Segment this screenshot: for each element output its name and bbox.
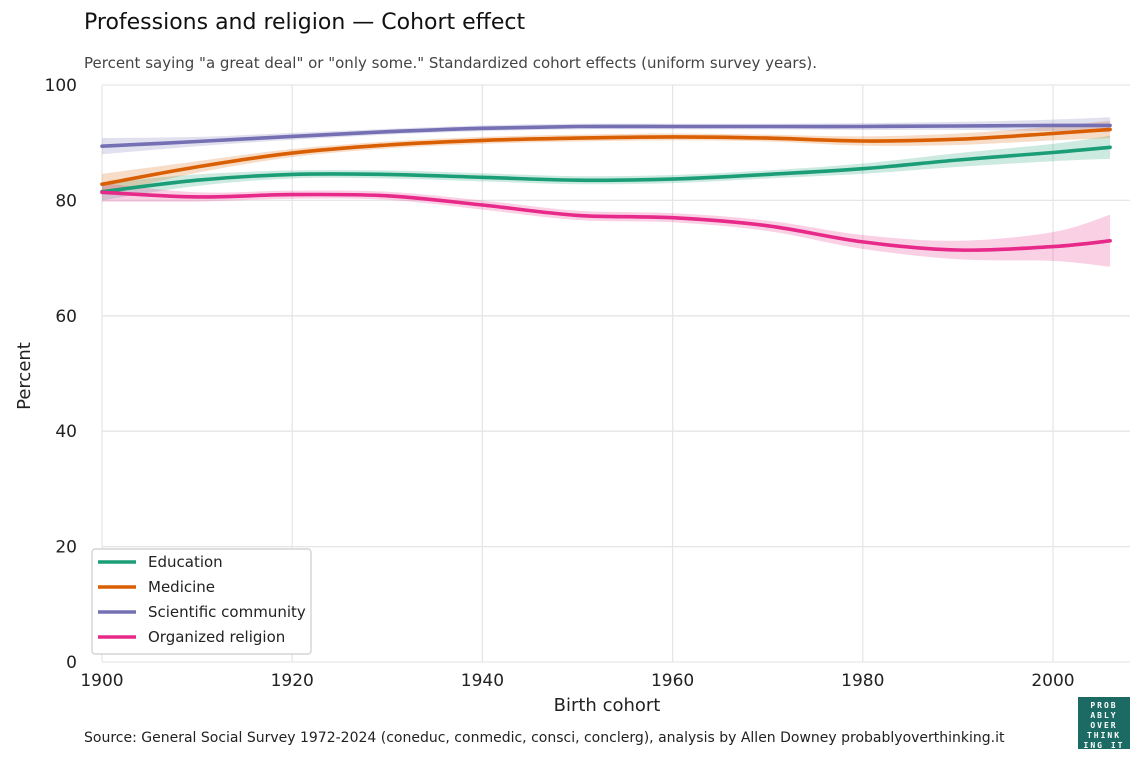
series-line xyxy=(100,127,1112,186)
legend: Education Medicine Scientific community Org… xyxy=(91,548,312,655)
y-tick-label: 80 xyxy=(55,191,77,211)
x-tick-label: 1920 xyxy=(271,671,314,691)
y-tick-label: 0 xyxy=(66,653,77,673)
legend-label: Organized religion xyxy=(148,628,285,646)
chart-title: Professions and religion — Cohort effect xyxy=(84,10,526,35)
y-tick-labels: 0 20 40 60 80 100 xyxy=(45,76,77,673)
logo-line: THINK xyxy=(1086,731,1122,740)
x-tick-label: 1980 xyxy=(841,671,884,691)
y-tick-label: 100 xyxy=(45,76,77,96)
legend-label: Scientific community xyxy=(148,603,306,621)
y-tick-label: 60 xyxy=(55,307,77,327)
series-line xyxy=(100,145,1112,194)
x-axis-label: Birth cohort xyxy=(554,695,661,716)
x-tick-label: 1960 xyxy=(651,671,694,691)
y-tick-label: 40 xyxy=(55,422,77,442)
x-tick-label: 1940 xyxy=(461,671,504,691)
confidence-band xyxy=(102,135,1111,201)
confidence-band xyxy=(102,183,1111,267)
y-tick-label: 20 xyxy=(55,538,77,558)
y-axis-label: Percent xyxy=(14,342,35,410)
logo-line: OVER xyxy=(1090,721,1118,730)
x-tick-labels: 1900 1920 1940 1960 1980 2000 xyxy=(80,671,1074,691)
x-tick-label: 2000 xyxy=(1031,671,1074,691)
legend-label: Education xyxy=(148,553,223,571)
series-line xyxy=(100,123,1112,148)
x-tick-label: 1900 xyxy=(80,671,123,691)
legend-label: Medicine xyxy=(148,578,215,596)
series-line xyxy=(100,190,1112,252)
logo-line: PROB xyxy=(1090,701,1118,710)
logo-line: ABLY xyxy=(1090,711,1118,720)
series-lines xyxy=(100,123,1112,252)
source-note: Source: General Social Survey 1972-2024 … xyxy=(84,730,1005,746)
logo-line: ING IT xyxy=(1083,741,1125,750)
probably-overthinking-it-logo: PROB ABLY OVER THINK ING IT xyxy=(1078,697,1130,750)
legend-box xyxy=(91,548,312,655)
chart-subtitle: Percent saying "a great deal" or "only s… xyxy=(84,54,818,72)
